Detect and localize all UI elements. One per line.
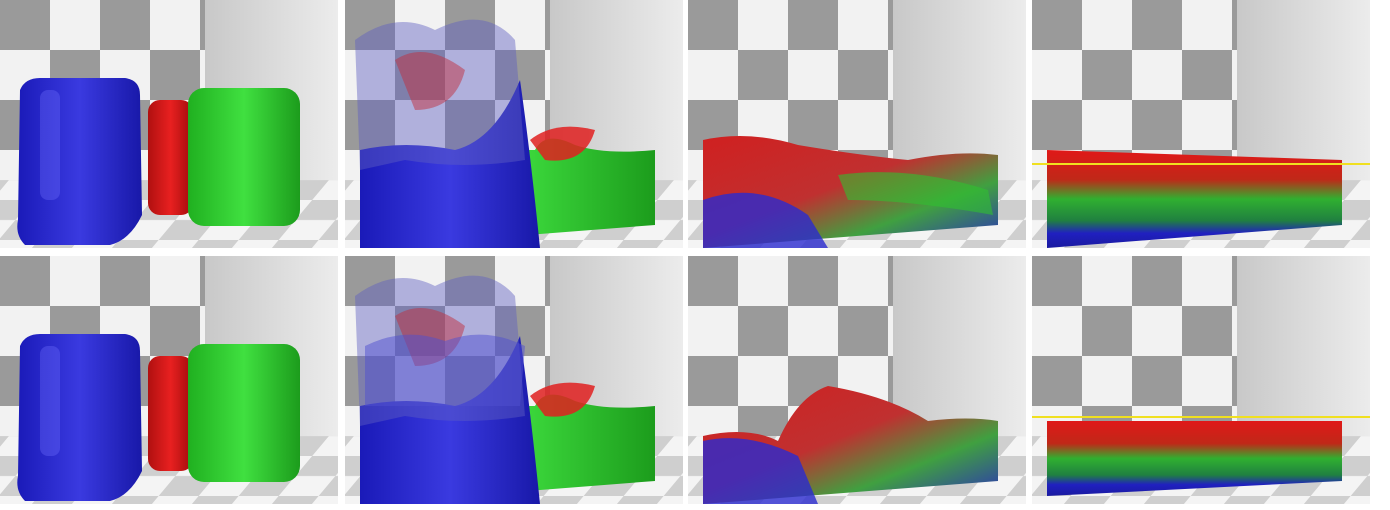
page (0, 0, 1390, 510)
render-panel (1032, 256, 1370, 504)
render-panel (1032, 0, 1370, 248)
render-panel (688, 256, 1026, 504)
render-grid (0, 0, 1390, 510)
render-panel (688, 0, 1026, 248)
render-panel (345, 256, 683, 504)
render-panel (345, 0, 683, 248)
render-panel (0, 0, 338, 248)
render-panel (0, 256, 338, 504)
